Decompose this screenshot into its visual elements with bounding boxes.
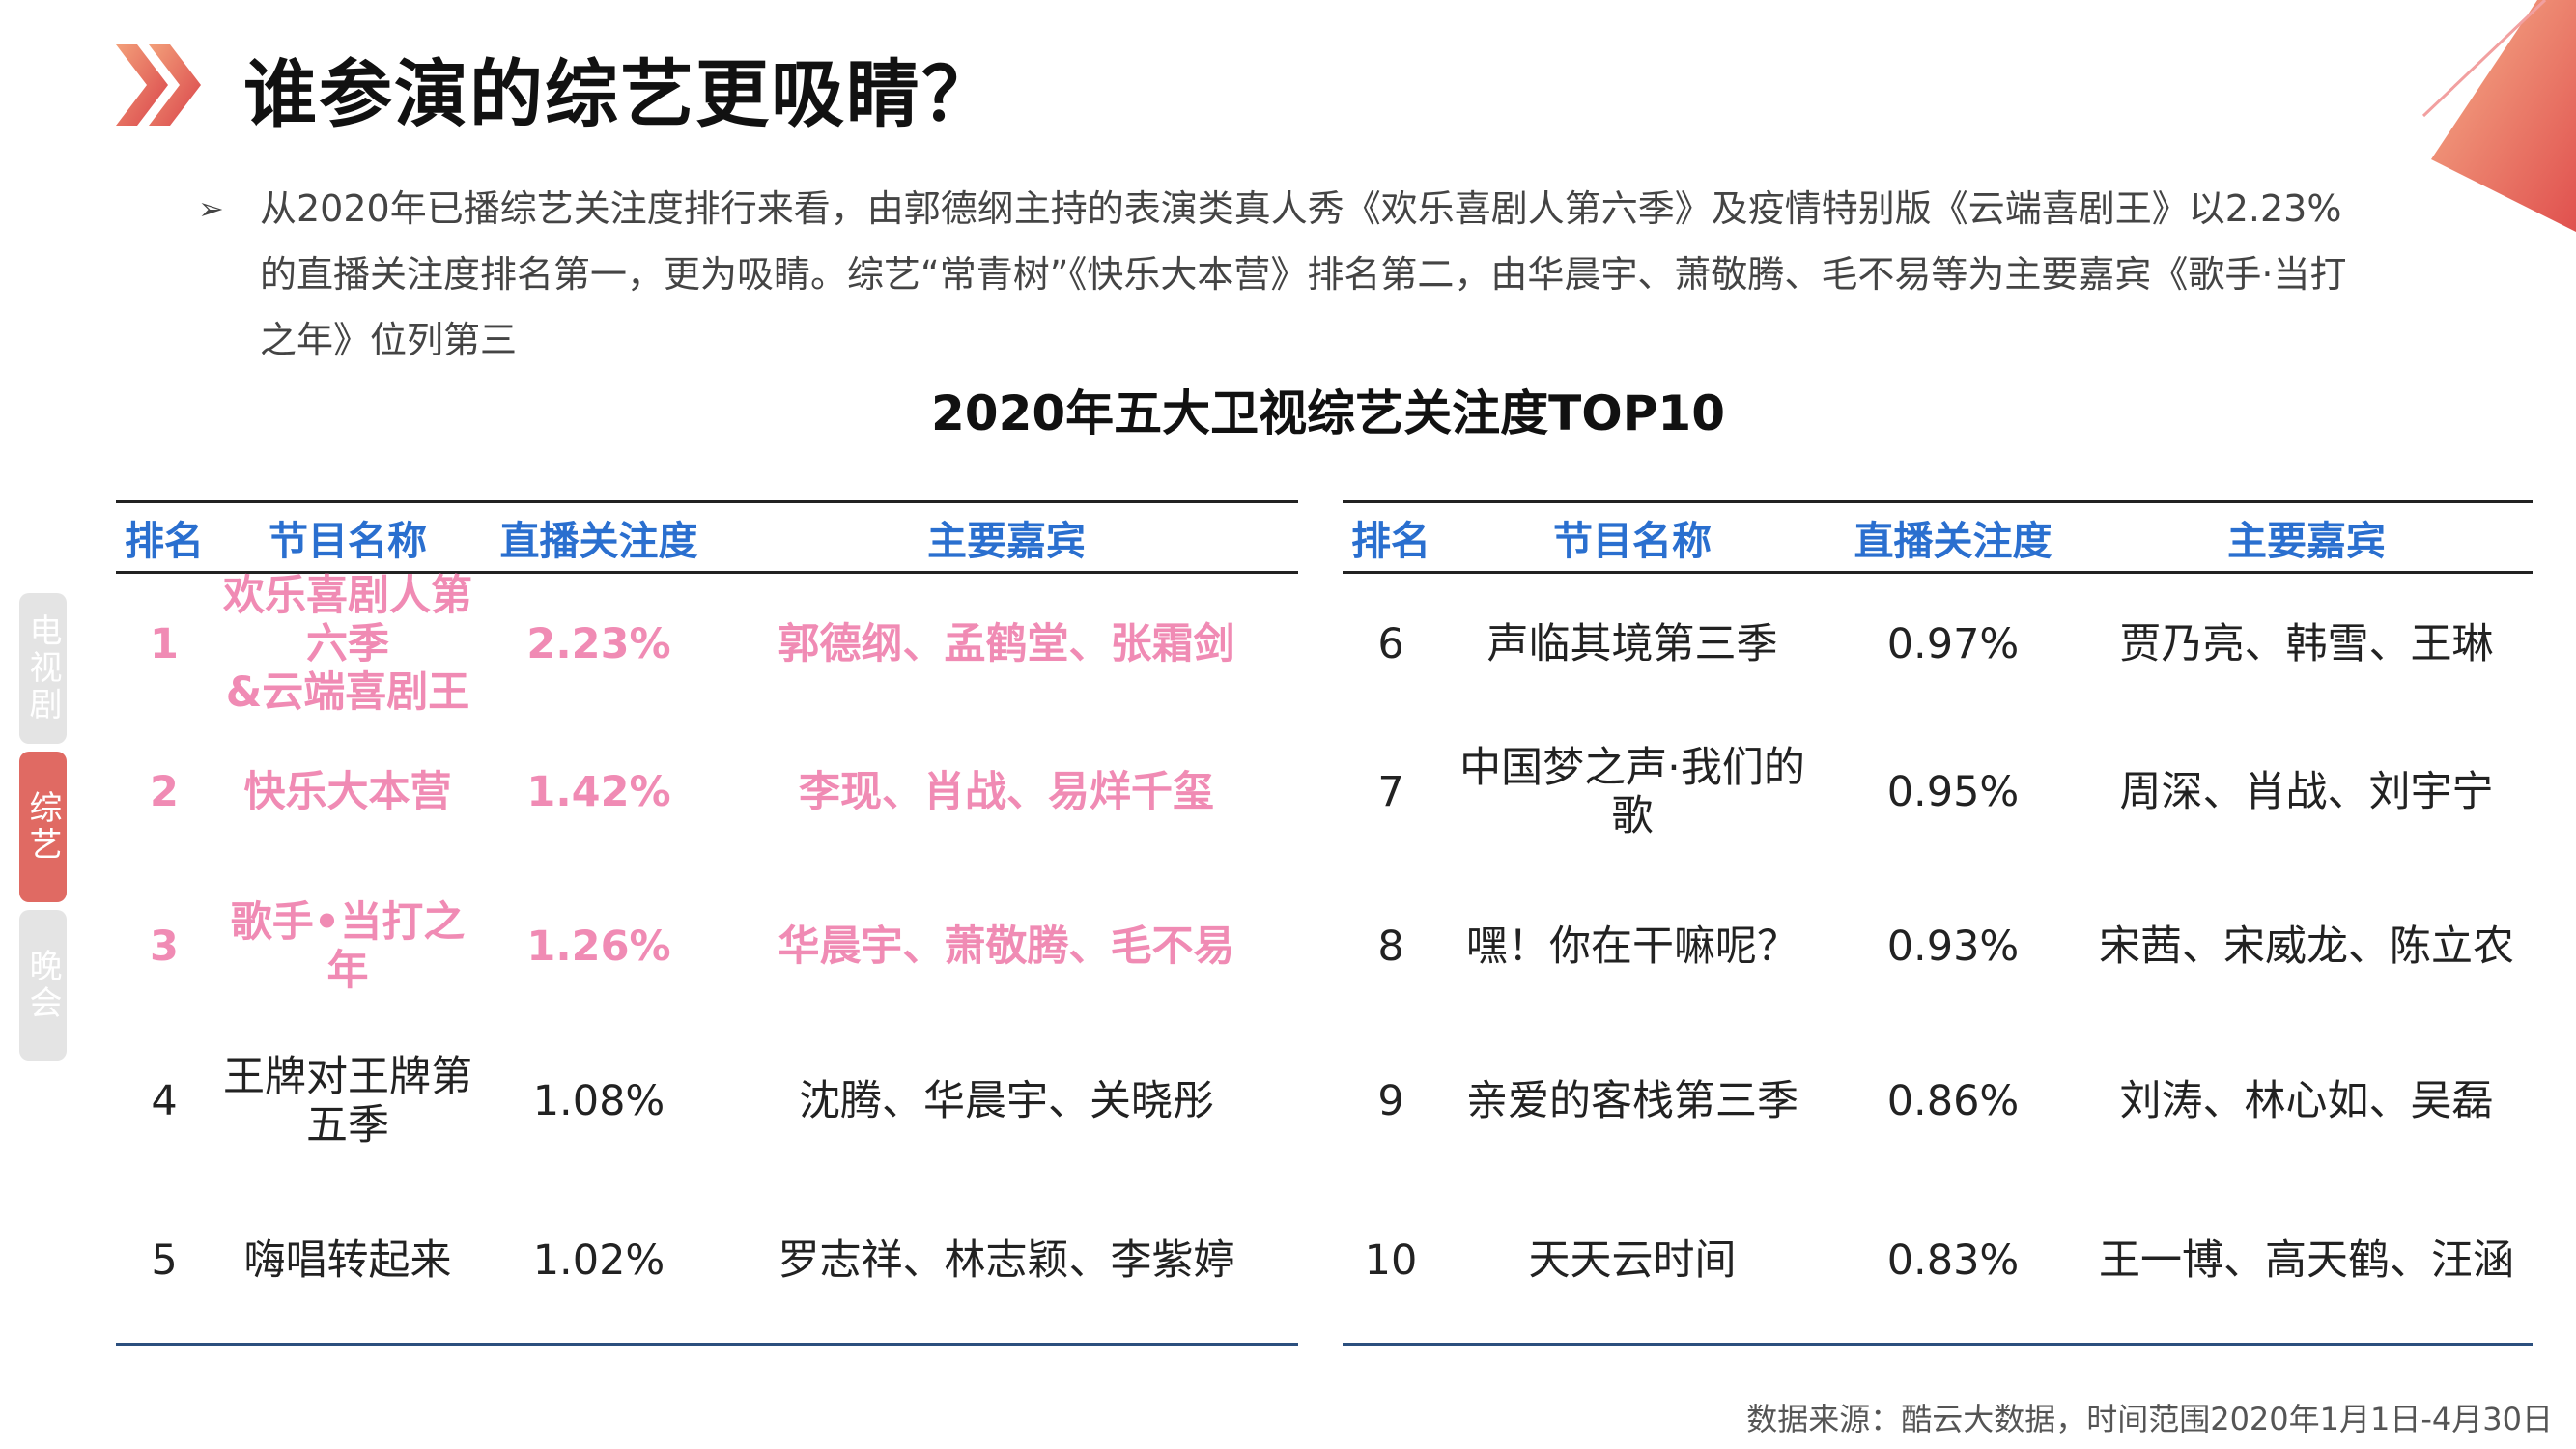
table-header: 排名 节目名称 直播关注度 主要嘉宾 <box>1343 503 2533 574</box>
row-guests: 周深、肖战、刘宇宁 <box>2119 768 2494 816</box>
row-rate: 1.42% <box>526 768 671 816</box>
table-row: 8 嘿！你在干嘛呢？ 0.93% 宋茜、宋威龙、陈立农 <box>1343 869 2533 1024</box>
row-guests: 王一博、高天鹤、汪涵 <box>2099 1236 2514 1285</box>
row-rate: 0.86% <box>1886 1077 2020 1125</box>
row-name-line1: 欢乐喜剧人第六季 <box>223 572 472 668</box>
page-title: 谁参演的综艺更吸睛？ <box>243 51 997 137</box>
table-bottom-rule <box>1343 1343 2533 1346</box>
row-name: 欢乐喜剧人第六季 &云端喜剧王 <box>212 572 483 717</box>
row-guests: 沈腾、华晨宇、关晓彤 <box>799 1077 1214 1125</box>
row-name: 快乐大本营 <box>243 768 452 816</box>
table-header: 排名 节目名称 直播关注度 主要嘉宾 <box>116 503 1298 574</box>
table-row: 9 亲爱的客栈第三季 0.86% 刘涛、林心如、吴磊 <box>1343 1024 2533 1179</box>
table-row: 5 嗨唱转起来 1.02% 罗志祥、林志颖、李紫婷 <box>116 1179 1298 1343</box>
ranking-table-right: 排名 节目名称 直播关注度 主要嘉宾 6 声临其境第三季 0.97% 贾乃亮、韩… <box>1343 500 2533 1346</box>
row-guests: 宋茜、宋威龙、陈立农 <box>2099 923 2514 971</box>
header-guests: 主要嘉宾 <box>927 518 1086 564</box>
row-name: 天天云时间 <box>1528 1236 1737 1285</box>
header-rate: 直播关注度 <box>499 518 698 564</box>
table-title: 2020年五大卫视综艺关注度TOP10 <box>931 385 1725 441</box>
header-rank: 排名 <box>1351 518 1430 564</box>
row-guests: 华晨宇、萧敬腾、毛不易 <box>778 923 1235 971</box>
row-name: 歌手•当打之年 <box>230 898 466 995</box>
bullet-arrow-icon: ➢ <box>198 190 224 227</box>
row-name: 王牌对王牌第五季 <box>223 1053 472 1150</box>
row-rate: 0.83% <box>1886 1236 2020 1285</box>
row-name: 声临其境第三季 <box>1486 620 1778 668</box>
row-guests: 罗志祥、林志颖、李紫婷 <box>778 1236 1235 1285</box>
row-rank: 6 <box>1377 620 1404 668</box>
header-name: 节目名称 <box>1553 518 1712 564</box>
row-guests: 刘涛、林心如、吴磊 <box>2119 1077 2494 1125</box>
row-rate: 1.02% <box>532 1236 665 1285</box>
row-name: 中国梦之声·我们的歌 <box>1459 744 1805 840</box>
row-rate: 1.26% <box>526 923 671 971</box>
row-guests: 郭德纲、孟鹤堂、张霜剑 <box>778 620 1235 668</box>
table-row: 3 歌手•当打之年 1.26% 华晨宇、萧敬腾、毛不易 <box>116 869 1298 1024</box>
table-row: 10 天天云时间 0.83% 王一博、高天鹤、汪涵 <box>1343 1179 2533 1343</box>
row-rank: 3 <box>150 923 179 971</box>
header-name: 节目名称 <box>269 518 427 564</box>
row-name: 嗨唱转起来 <box>243 1236 452 1285</box>
row-rank: 8 <box>1377 923 1404 971</box>
row-rate: 0.93% <box>1886 923 2020 971</box>
row-rank: 1 <box>150 620 179 668</box>
double-chevron-icon <box>116 44 201 126</box>
row-rank: 2 <box>150 768 179 816</box>
row-rank: 4 <box>151 1077 178 1125</box>
side-tabs: 电视剧 综艺 晚会 <box>19 593 89 1068</box>
table-row: 6 声临其境第三季 0.97% 贾乃亮、韩雪、王琳 <box>1343 574 2533 715</box>
row-rank: 7 <box>1377 768 1404 816</box>
tab-gala[interactable]: 晚会 <box>19 910 67 1061</box>
summary-text: 从2020年已播综艺关注度排行来看，由郭德纲主持的表演类真人秀《欢乐喜剧人第六季… <box>260 187 2347 361</box>
row-rate: 2.23% <box>526 620 671 668</box>
row-guests: 李现、肖战、易烊千玺 <box>799 768 1214 816</box>
row-rank: 10 <box>1364 1236 1418 1285</box>
tab-variety[interactable]: 综艺 <box>19 752 67 902</box>
row-rate: 0.97% <box>1886 620 2020 668</box>
row-rate: 1.08% <box>532 1077 665 1125</box>
header-guests: 主要嘉宾 <box>2227 518 2386 564</box>
table-row: 2 快乐大本营 1.42% 李现、肖战、易烊千玺 <box>116 715 1298 869</box>
row-rank: 5 <box>151 1236 178 1285</box>
table-row: 1 欢乐喜剧人第六季 &云端喜剧王 2.23% 郭德纲、孟鹤堂、张霜剑 <box>116 572 1298 717</box>
ranking-table-left: 排名 节目名称 直播关注度 主要嘉宾 1 欢乐喜剧人第六季 &云端喜剧王 2.2… <box>116 500 1298 1346</box>
header-rank: 排名 <box>125 518 204 564</box>
row-name: 亲爱的客栈第三季 <box>1466 1077 1798 1125</box>
row-name: 嘿！你在干嘛呢？ <box>1466 923 1798 971</box>
row-rank: 9 <box>1377 1077 1404 1125</box>
header-rate: 直播关注度 <box>1854 518 2052 564</box>
data-source-note: 数据来源：酷云大数据，时间范围2020年1月1日-4月30日 <box>1746 1401 2553 1437</box>
tab-tv-series[interactable]: 电视剧 <box>19 593 67 744</box>
table-bottom-rule <box>116 1343 1298 1346</box>
row-rate: 0.95% <box>1886 768 2020 816</box>
row-guests: 贾乃亮、韩雪、王琳 <box>2119 620 2494 668</box>
table-row: 4 王牌对王牌第五季 1.08% 沈腾、华晨宇、关晓彤 <box>116 1024 1298 1179</box>
corner-decoration <box>2421 0 2576 232</box>
summary-bullet: ➢ 从2020年已播综艺关注度排行来看，由郭德纲主持的表演类真人秀《欢乐喜剧人第… <box>198 176 2371 373</box>
table-row: 7 中国梦之声·我们的歌 0.95% 周深、肖战、刘宇宁 <box>1343 715 2533 869</box>
row-name-line2: &云端喜剧王 <box>225 668 470 717</box>
